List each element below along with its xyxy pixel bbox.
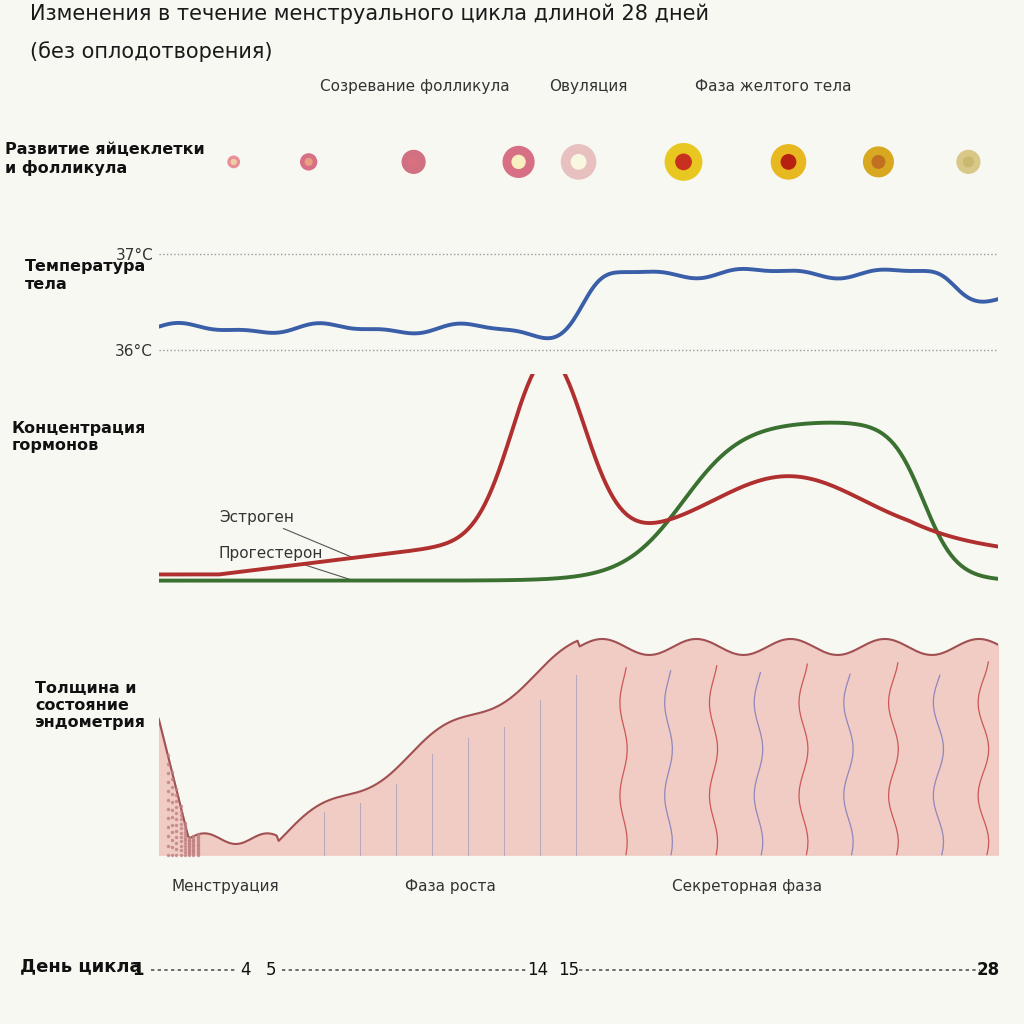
Circle shape bbox=[571, 155, 586, 169]
Text: Овуляция: Овуляция bbox=[550, 79, 628, 94]
Circle shape bbox=[676, 155, 691, 170]
Text: Фаза роста: Фаза роста bbox=[406, 880, 496, 894]
Text: Созревание фолликула: Созревание фолликула bbox=[319, 79, 510, 94]
Circle shape bbox=[503, 146, 534, 177]
Text: Изменения в течение менструального цикла длиной 28 дней: Изменения в течение менструального цикла… bbox=[31, 3, 710, 24]
Circle shape bbox=[964, 157, 973, 167]
Circle shape bbox=[305, 159, 312, 165]
Text: Концентрация
гормонов: Концентрация гормонов bbox=[11, 421, 146, 453]
Text: Температура
тела: Температура тела bbox=[25, 259, 146, 292]
Circle shape bbox=[409, 157, 419, 167]
Circle shape bbox=[228, 157, 240, 168]
Circle shape bbox=[781, 155, 796, 169]
Circle shape bbox=[512, 156, 525, 168]
Text: 1: 1 bbox=[132, 962, 144, 979]
Text: 28: 28 bbox=[977, 962, 999, 979]
Circle shape bbox=[771, 144, 806, 179]
Text: 4: 4 bbox=[241, 962, 251, 979]
Text: 14: 14 bbox=[527, 962, 548, 979]
Text: Менструация: Менструация bbox=[171, 880, 280, 894]
Text: Прогестерон: Прогестерон bbox=[219, 547, 351, 580]
Text: Секреторная фаза: Секреторная фаза bbox=[673, 880, 822, 894]
Circle shape bbox=[402, 151, 425, 173]
Circle shape bbox=[872, 156, 885, 168]
Text: Толщина и
состояние
эндометрия: Толщина и состояние эндометрия bbox=[35, 681, 146, 730]
Circle shape bbox=[561, 144, 596, 179]
Text: День цикла: День цикла bbox=[20, 956, 142, 975]
Text: 15: 15 bbox=[558, 962, 579, 979]
Text: (без оплодотворения): (без оплодотворения) bbox=[31, 41, 273, 62]
Text: Эстроген: Эстроген bbox=[219, 510, 351, 557]
Text: 5: 5 bbox=[266, 962, 276, 979]
Circle shape bbox=[231, 160, 237, 164]
Circle shape bbox=[666, 143, 701, 180]
Circle shape bbox=[957, 151, 980, 173]
Text: Фаза желтого тела: Фаза желтого тела bbox=[695, 79, 851, 94]
Text: Развитие яйцеклетки
и фолликула: Развитие яйцеклетки и фолликула bbox=[5, 142, 205, 176]
Circle shape bbox=[863, 147, 893, 177]
Circle shape bbox=[301, 154, 316, 170]
